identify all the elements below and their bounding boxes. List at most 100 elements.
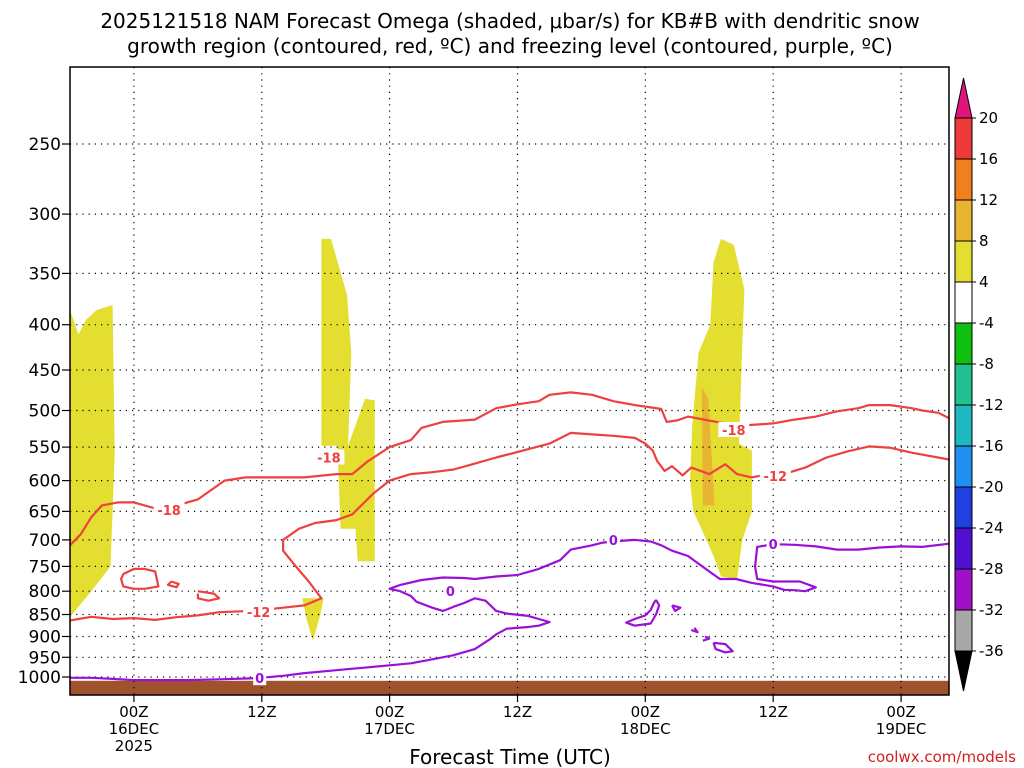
- y-tick-label-600: 600: [29, 472, 61, 492]
- y-tick-label-650: 650: [29, 502, 61, 522]
- freezing-contour-label-extra-3-bg: [766, 536, 780, 552]
- y-tick-label-400: 400: [29, 316, 61, 336]
- freezing-contour-label-extra-2: 0: [609, 534, 618, 549]
- dgz-contour-4: [196, 590, 221, 602]
- x-tick-label-6-2: 19DEC: [876, 720, 927, 738]
- colorbar-label-2: 12: [979, 191, 998, 209]
- x-tick-label-0-3: 2025: [115, 737, 153, 755]
- terrain-strip: [70, 680, 949, 695]
- y-tick-label-850: 850: [29, 606, 61, 626]
- freezing-contour-label-extra-3: 0: [769, 538, 778, 553]
- y-tick-label-700: 700: [29, 531, 61, 551]
- colorbar-swatch-8: [954, 445, 973, 488]
- colorbar-label-7: -12: [979, 396, 1004, 414]
- x-tick-label-6-1: 00Z: [886, 703, 915, 721]
- freezing-label-bg-0: [253, 670, 267, 686]
- y-tick-label-450: 450: [29, 361, 61, 381]
- colorbar-label-4: 4: [979, 273, 989, 291]
- x-tick-label-2-2: 17DEC: [364, 720, 415, 738]
- colorbar-swatch-2: [954, 199, 973, 242]
- colorbar-label-11: -28: [979, 560, 1004, 578]
- colorbar-swatch-9: [954, 486, 973, 529]
- colorbar-label-1: 16: [979, 150, 998, 168]
- colorbar-label-5: -4: [979, 314, 994, 332]
- x-axis-label: Forecast Time (UTC): [409, 745, 611, 768]
- colorbar-top-arrow: [954, 77, 973, 119]
- colorbar-label-6: -8: [979, 355, 994, 373]
- freezing-contour-label-0: 0: [255, 672, 264, 687]
- plot-frame: [69, 66, 950, 696]
- colorbar-swatch-3: [954, 240, 973, 283]
- x-tick-label-4-2: 18DEC: [620, 720, 671, 738]
- colorbar-swatch-5: [954, 322, 973, 365]
- dgz-contour-label-extra-1-bg: [313, 449, 345, 465]
- omega-shade-0: [70, 305, 115, 615]
- freezing-contour-0: [70, 538, 950, 682]
- y-tick-label-800: 800: [29, 582, 61, 602]
- colorbar-swatch-0: [954, 117, 973, 160]
- colorbar-swatch-12: [954, 609, 973, 652]
- dgz-contour-label-1: -12: [764, 470, 788, 485]
- freezing-contour-1: [625, 599, 661, 627]
- omega-shade-1: [321, 238, 375, 562]
- y-tick-label-500: 500: [29, 402, 61, 422]
- freezing-contour-label-extra-1: 0: [446, 585, 455, 600]
- dgz-contour-label-extra-3: -18: [722, 424, 746, 439]
- omega-shading-layer: [70, 238, 752, 641]
- x-tick-label-4-1: 00Z: [631, 703, 660, 721]
- x-tick-label-1-1: 12Z: [247, 703, 276, 721]
- freezing-contour-3: [690, 627, 699, 634]
- freezing-contour-label-extra-2-bg: [606, 531, 620, 547]
- omega-shade-3: [690, 238, 752, 579]
- freezing-contour-label-extra-1-bg: [443, 583, 457, 599]
- colorbar-swatch-11: [954, 568, 973, 611]
- dgz-contour-3: [166, 580, 180, 589]
- colorbar-swatch-6: [954, 363, 973, 406]
- y-tick-label-250: 250: [29, 135, 61, 155]
- y-axis: 250 300 350 400 450 500 550 600 650 700 750 800 8509…: [18, 135, 70, 688]
- dgz-contour-0: [69, 391, 950, 547]
- freezing-contour-2: [671, 604, 682, 613]
- y-tick-label-300: 300: [29, 205, 61, 225]
- x-tick-label-5-1: 12Z: [759, 703, 788, 721]
- colorbar-label-3: 8: [979, 232, 989, 250]
- dgz-contour-label-extra-1: -18: [317, 452, 341, 467]
- dgz-contour-2: [119, 567, 160, 590]
- dgz-label-bg-0: [153, 502, 185, 518]
- colorbar-bottom-arrow: [954, 650, 973, 692]
- y-tick-label-750: 750: [29, 557, 61, 577]
- x-tick-label-0-2: 16DEC: [109, 720, 160, 738]
- colorbar-swatch-7: [954, 404, 973, 447]
- y-tick-label-350: 350: [29, 264, 61, 284]
- dgz-contour-label-extra-3-bg: [718, 422, 750, 437]
- credit-text: coolwx.com/models: [868, 748, 1016, 766]
- colorbar: 20 16 12 8 4 -4 -8 -12 -16 -20 -24 -28 -32 -36: [954, 77, 1004, 692]
- omega-shade-2: [302, 598, 324, 641]
- y-tick-label-900: 900: [29, 628, 61, 648]
- dgz-contour-label-extra-2-bg: [243, 604, 275, 620]
- dgz-label-bg-1: [759, 468, 791, 484]
- dgz-contour-label-extra-2: -12: [247, 606, 271, 621]
- x-tick-label-2-1: 00Z: [375, 703, 404, 721]
- freezing-contour-4: [702, 635, 711, 642]
- grid-layer: [70, 67, 949, 695]
- colorbar-label-0: 20: [979, 109, 998, 127]
- x-tick-label-0-1: 00Z: [119, 703, 148, 721]
- colorbar-swatch-10: [954, 527, 973, 570]
- chart-title-line1: 2025121518 NAM Forecast Omega (shaded, μ…: [100, 9, 919, 33]
- colorbar-swatch-1: [954, 158, 973, 201]
- colorbar-swatch-4: [954, 281, 973, 324]
- colorbar-label-12: -32: [979, 601, 1004, 619]
- terrain-layer: [70, 680, 949, 695]
- chart-title-line2: growth region (contoured, red, ºC) and f…: [127, 34, 893, 58]
- colorbar-label-9: -20: [979, 478, 1004, 496]
- y-tick-label-550: 550: [29, 438, 61, 458]
- y-tick-label-1000: 1000: [18, 668, 61, 688]
- colorbar-label-10: -24: [979, 519, 1004, 537]
- contour-layer: -18 -12 0 -18 0 0 0 -12 -18: [69, 391, 950, 687]
- x-tick-label-3-1: 12Z: [503, 703, 532, 721]
- colorbar-label-8: -16: [979, 437, 1004, 455]
- freezing-contour-5: [712, 641, 734, 654]
